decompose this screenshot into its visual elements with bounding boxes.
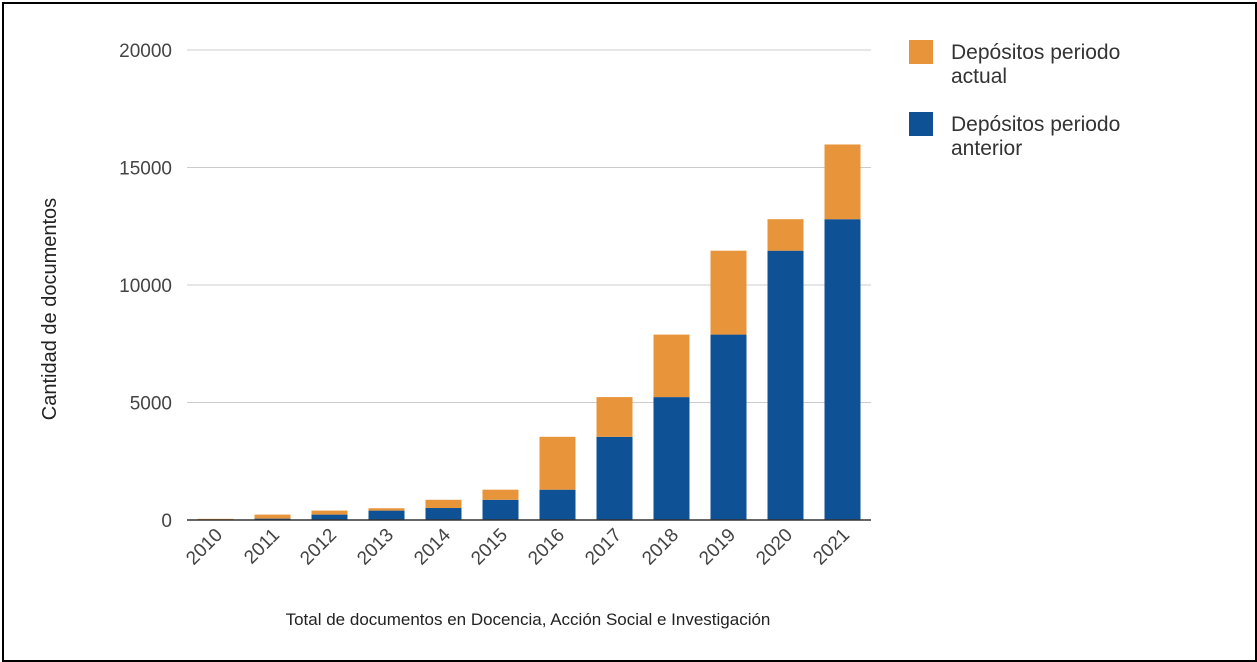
bars [197, 144, 861, 520]
x-tick-label: 2015 [467, 525, 512, 570]
bar-actual-2021 [824, 144, 861, 220]
y-tick-label: 15000 [119, 159, 172, 180]
x-tick-label: 2014 [410, 524, 455, 569]
bar-actual-2011 [254, 514, 291, 519]
x-axis-label: Total de documentos en Docencia, Acción … [286, 610, 771, 629]
legend-swatch [909, 112, 933, 136]
bar-actual-2018 [653, 334, 690, 398]
x-axis-ticks: 2010 2011 2012 2013 2014 2015 2016 2017 2018 2019… [182, 524, 854, 569]
bar-anterior-2020 [767, 250, 804, 520]
x-tick-label: 2011 [240, 525, 284, 569]
bar-anterior-2012 [311, 514, 348, 520]
bar-actual-2015 [482, 489, 519, 500]
bar-anterior-2016 [539, 489, 576, 520]
bar-actual-2020 [767, 219, 804, 251]
bar-actual-2016 [539, 436, 576, 490]
bar-actual-2019 [710, 250, 747, 335]
bar-anterior-2021 [824, 219, 861, 520]
bar-anterior-2018 [653, 397, 690, 520]
bar-anterior-2014 [425, 508, 462, 520]
y-axis-label: Cantidad de documentos [39, 198, 61, 420]
x-tick-label: 2016 [524, 525, 569, 570]
gridlines [187, 49, 871, 403]
y-axis-ticks: 0 5000 10000 15000 20000 [119, 41, 172, 532]
x-tick-label: 2012 [296, 525, 341, 570]
x-tick-label: 2021 [809, 525, 854, 570]
legend-swatch [909, 40, 933, 64]
bar-actual-2017 [596, 397, 633, 437]
bar-anterior-2017 [596, 436, 633, 520]
bar-anterior-2013 [368, 510, 405, 520]
y-tick-label: 20000 [119, 41, 172, 62]
x-tick-label: 2017 [581, 525, 626, 570]
legend-label: Depósitos periodo actual [951, 41, 1120, 88]
x-tick-label: 2020 [752, 525, 797, 570]
y-tick-label: 10000 [119, 276, 172, 297]
y-tick-label: 0 [161, 511, 172, 532]
legend: Depósitos periodo actual Depósitos periodo… [909, 40, 1120, 160]
x-tick-label: 2013 [353, 525, 398, 570]
bar-anterior-2019 [710, 334, 747, 520]
bar-anterior-2015 [482, 499, 519, 520]
bar-actual-2012 [311, 510, 348, 515]
legend-label: Depósitos periodo anterior [951, 113, 1120, 160]
x-tick-label: 2019 [695, 525, 740, 570]
bar-actual-2014 [425, 499, 462, 509]
x-tick-label: 2010 [182, 525, 227, 570]
bar-actual-2013 [368, 508, 405, 511]
y-tick-label: 5000 [130, 394, 172, 415]
x-tick-label: 2018 [638, 525, 683, 570]
